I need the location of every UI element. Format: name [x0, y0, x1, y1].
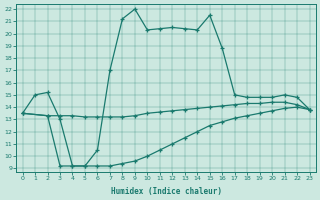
X-axis label: Humidex (Indice chaleur): Humidex (Indice chaleur) — [111, 187, 221, 196]
